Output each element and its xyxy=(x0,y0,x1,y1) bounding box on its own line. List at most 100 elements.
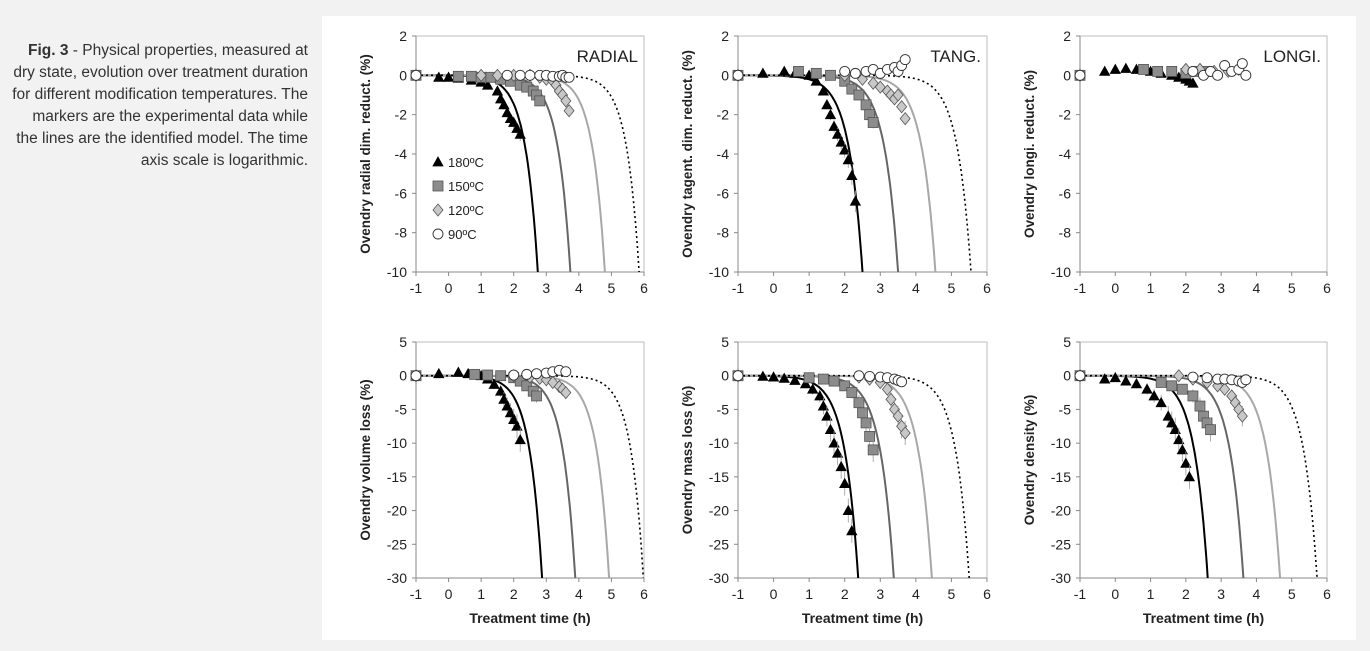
data-point xyxy=(757,370,769,381)
y-tick-label: -6 xyxy=(395,185,408,201)
data-point xyxy=(1187,77,1199,88)
data-point xyxy=(1099,373,1111,384)
model-curve xyxy=(738,74,972,272)
data-point xyxy=(825,69,836,81)
data-point xyxy=(860,99,872,111)
data-point xyxy=(560,94,572,108)
y-tick-label: -6 xyxy=(717,185,730,201)
legend-entry: 150ºC xyxy=(432,179,484,194)
x-tick-label: 2 xyxy=(1182,280,1190,296)
data-point xyxy=(814,390,826,401)
data-point xyxy=(1166,417,1178,428)
data-point xyxy=(828,437,840,448)
data-point xyxy=(1240,69,1252,81)
data-point xyxy=(1201,372,1213,384)
data-point xyxy=(1120,375,1132,386)
series-square xyxy=(410,69,546,107)
y-tick-label: 2 xyxy=(721,28,729,44)
legend-marker xyxy=(432,156,444,167)
x-tick-label: 1 xyxy=(477,586,485,602)
data-point xyxy=(1173,369,1185,383)
y-tick-label: -4 xyxy=(1059,146,1072,162)
x-tick-label: 3 xyxy=(542,280,550,296)
series-circle xyxy=(1074,58,1252,81)
data-point xyxy=(1219,60,1231,71)
chart-title: TANG. xyxy=(930,47,981,66)
y-tick-label: -20 xyxy=(709,503,729,519)
y-tick-label: -15 xyxy=(387,469,407,485)
y-tick-label: -25 xyxy=(709,536,729,552)
y-tick-label: -2 xyxy=(395,107,408,123)
x-tick-label: 3 xyxy=(1217,280,1225,296)
x-tick-label: 1 xyxy=(805,280,813,296)
series-circle xyxy=(410,364,572,382)
data-point xyxy=(867,117,879,128)
data-point xyxy=(508,369,520,381)
y-tick-label: -4 xyxy=(717,146,730,162)
data-point xyxy=(495,370,507,382)
y-tick-label: -25 xyxy=(387,536,407,552)
data-point xyxy=(899,426,911,440)
y-tick-label: -10 xyxy=(1051,264,1071,280)
data-point xyxy=(501,69,513,81)
data-point xyxy=(896,376,908,388)
data-point xyxy=(491,85,504,96)
data-point xyxy=(488,378,500,389)
data-point xyxy=(853,89,865,101)
legend-entry: 90ºC xyxy=(432,227,477,242)
data-point xyxy=(892,88,904,102)
data-point xyxy=(433,71,445,82)
data-point xyxy=(1219,382,1231,396)
data-point xyxy=(501,400,513,411)
data-point xyxy=(828,375,840,387)
data-point xyxy=(452,70,464,82)
legend-entry: 120ºC xyxy=(432,203,484,218)
data-point xyxy=(810,67,822,79)
x-axis-label: Treatment time (h) xyxy=(1143,610,1264,626)
series-triangle xyxy=(1074,369,1196,489)
data-point xyxy=(1162,410,1174,421)
data-point xyxy=(778,372,790,383)
y-axis-label: Ovendry volume loss (%) xyxy=(358,379,373,540)
data-point xyxy=(817,373,829,385)
data-point xyxy=(767,371,780,382)
data-point xyxy=(498,99,510,110)
x-tick-label: 0 xyxy=(770,586,778,602)
legend-label: 90ºC xyxy=(448,227,477,242)
legend-label: 180ºC xyxy=(448,155,484,170)
data-point xyxy=(793,66,804,77)
data-point xyxy=(1138,64,1149,75)
x-axis-label: Treatment time (h) xyxy=(802,610,923,626)
model-curve xyxy=(416,374,577,578)
data-point xyxy=(842,504,854,515)
data-point xyxy=(757,67,769,78)
figure-caption-text: - Physical properties, measured at dry s… xyxy=(12,42,308,169)
model-curve xyxy=(416,374,544,578)
data-point xyxy=(524,69,536,81)
data-point xyxy=(846,83,858,95)
x-tick-label: 2 xyxy=(510,280,518,296)
data-point xyxy=(1236,409,1248,423)
x-tick-label: 6 xyxy=(640,586,648,602)
data-point xyxy=(1166,380,1178,392)
y-tick-label: -10 xyxy=(387,435,407,451)
x-tick-label: 6 xyxy=(983,280,991,296)
data-point xyxy=(475,68,487,82)
data-point xyxy=(839,144,851,155)
data-point xyxy=(504,406,517,418)
legend-label: 150ºC xyxy=(448,179,484,194)
data-point xyxy=(732,370,744,382)
y-tick-label: -30 xyxy=(387,570,407,586)
data-point xyxy=(410,69,422,81)
series-diamond xyxy=(1074,369,1248,427)
data-point xyxy=(1130,377,1143,389)
data-point xyxy=(452,366,465,377)
data-point xyxy=(1155,396,1167,408)
legend-entry: 180ºC xyxy=(432,155,484,170)
x-tick-label: 0 xyxy=(445,280,453,296)
data-point xyxy=(842,154,854,165)
y-tick-label: 0 xyxy=(721,67,729,83)
data-point xyxy=(807,383,819,394)
